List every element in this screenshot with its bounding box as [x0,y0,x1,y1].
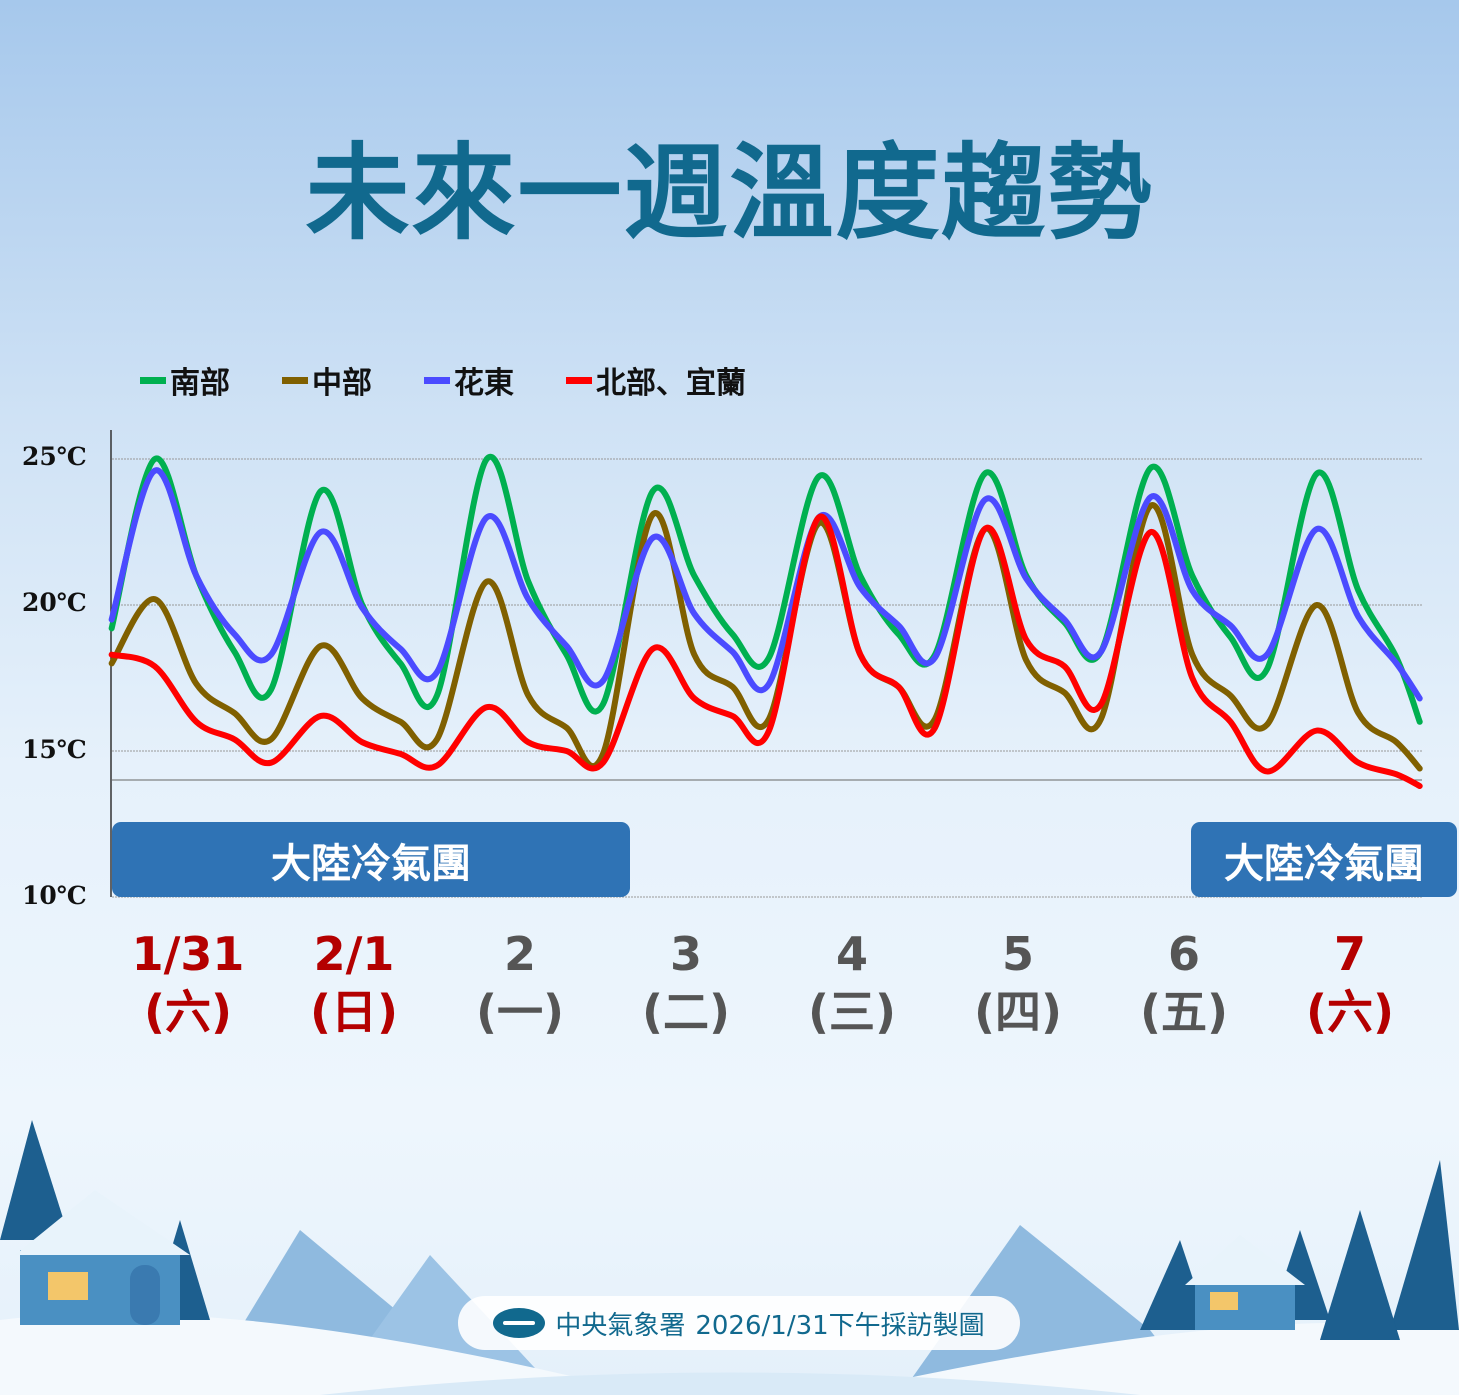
x-tick-day-6: 6 (五) [1104,925,1264,1041]
x-tick-weekday: (四) [973,985,1063,1039]
x-tick-date: 7 [1333,927,1366,981]
x-tick-weekday: (日) [309,985,399,1039]
legend-swatch [140,376,166,384]
cold-air-banner: 大陸冷氣團 [1191,822,1457,897]
legend-item-central: 中部 [282,358,372,402]
x-tick-weekday: (五) [1139,985,1229,1039]
y-tick-label: 20℃ [22,588,87,617]
legend-swatch [566,376,592,384]
legend-swatch [282,376,308,384]
x-tick-weekday: (三) [807,985,897,1039]
cold-air-banner: 大陸冷氣團 [112,822,630,897]
x-tick-day-0: 1/31 (六) [108,925,268,1041]
page-title: 未來一週溫度趨勢 [305,132,1154,254]
temperature-chart [108,430,1423,898]
snow-hills [0,1313,1459,1395]
house-left [15,1190,190,1325]
x-tick-date: 3 [669,927,702,981]
x-tick-day-4: 4 (三) [772,925,932,1041]
x-tick-day-7: 7 (六) [1270,925,1430,1041]
legend-label: 北部、宜蘭 [596,366,746,401]
y-tick-label: 25℃ [22,442,87,471]
x-tick-date: 6 [1167,927,1200,981]
cwa-logo-icon [493,1308,546,1338]
house-right [1185,1235,1305,1330]
legend-item-south: 南部 [140,358,230,402]
footer-text: 2026/1/31下午採訪製圖 [695,1310,985,1341]
legend-item-north: 北部、宜蘭 [566,358,746,402]
x-tick-weekday: (二) [641,985,731,1039]
x-tick-day-2: 2 (一) [440,925,600,1041]
x-tick-weekday: (一) [475,985,565,1039]
x-tick-day-1: 2/1 (日) [274,925,434,1041]
legend-label: 花東 [454,366,514,401]
x-tick-date: 2/1 [313,927,395,981]
footer-org: 中央氣象署 [555,1310,686,1341]
chart-legend: 南部 中部 花東 北部、宜蘭 [140,358,746,402]
x-tick-date: 1/31 [131,927,245,981]
x-tick-day-3: 3 (二) [606,925,766,1041]
x-tick-date: 2 [503,927,536,981]
y-tick-label: 10℃ [22,881,87,910]
series-line-0 [108,453,1423,725]
legend-swatch [424,376,450,384]
x-tick-weekday: (六) [143,985,233,1039]
x-tick-day-5: 5 (四) [938,925,1098,1041]
legend-label: 南部 [170,366,230,401]
legend-item-east: 花東 [424,358,514,402]
x-tick-weekday: (六) [1305,985,1395,1039]
legend-label: 中部 [312,366,372,401]
series-line-3 [108,513,1423,790]
x-tick-date: 4 [835,927,868,981]
footer-credit: 中央氣象署 2026/1/31下午採訪製圖 [458,1296,1020,1350]
series-line-2 [108,467,1423,702]
x-tick-date: 5 [1001,927,1034,981]
y-tick-label: 15℃ [22,735,87,764]
